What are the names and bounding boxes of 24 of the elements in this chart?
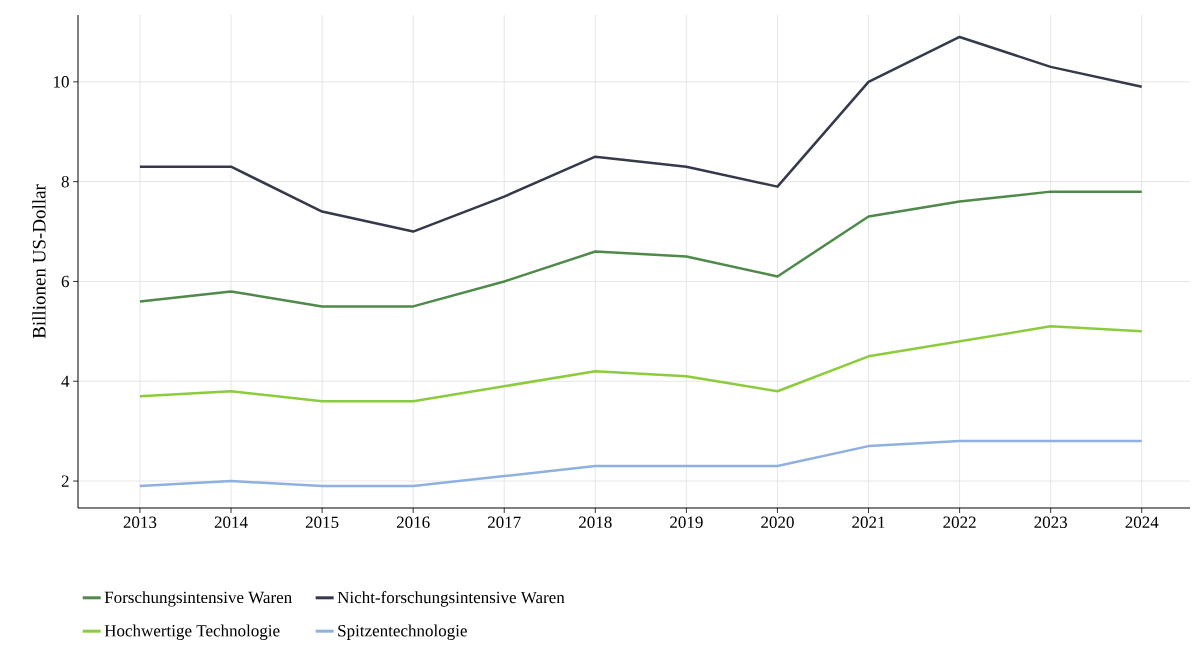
- x-tick-label: 2015: [305, 516, 339, 528]
- x-tick-label: 2014: [214, 516, 248, 528]
- y-tick-label: 10: [54, 76, 69, 88]
- x-tick-label: 2018: [579, 516, 612, 528]
- x-tick-label: 2021: [852, 516, 885, 528]
- line-series: [138, 190, 1143, 308]
- x-tick-label: 2020: [761, 516, 794, 528]
- legend-label: Nicht-forschungsintensive Waren: [337, 591, 565, 607]
- y-tick-label: 4: [61, 375, 70, 387]
- legend-label: Hochwertige Technologie: [104, 624, 280, 640]
- x-tick-label: 2024: [1125, 516, 1159, 528]
- legend-label: Forschungsintensive Waren: [104, 591, 292, 607]
- x-tick-label: 2023: [1034, 516, 1068, 528]
- x-tick-label: 2019: [670, 516, 703, 528]
- y-tick-label: 8: [61, 175, 69, 188]
- x-tick-label: 2016: [396, 516, 430, 528]
- legend-label: Spitzentechnologie: [338, 624, 467, 640]
- y-tick-label: 6: [61, 275, 70, 288]
- x-tick-label: 2017: [487, 516, 521, 528]
- x-tick-label: 2022: [943, 516, 976, 528]
- y-axis-title: Billionen US-Dollar: [32, 184, 46, 339]
- line-series: [138, 35, 1143, 233]
- x-tick-label: 2013: [123, 516, 157, 528]
- y-tick-label: 2: [61, 475, 69, 487]
